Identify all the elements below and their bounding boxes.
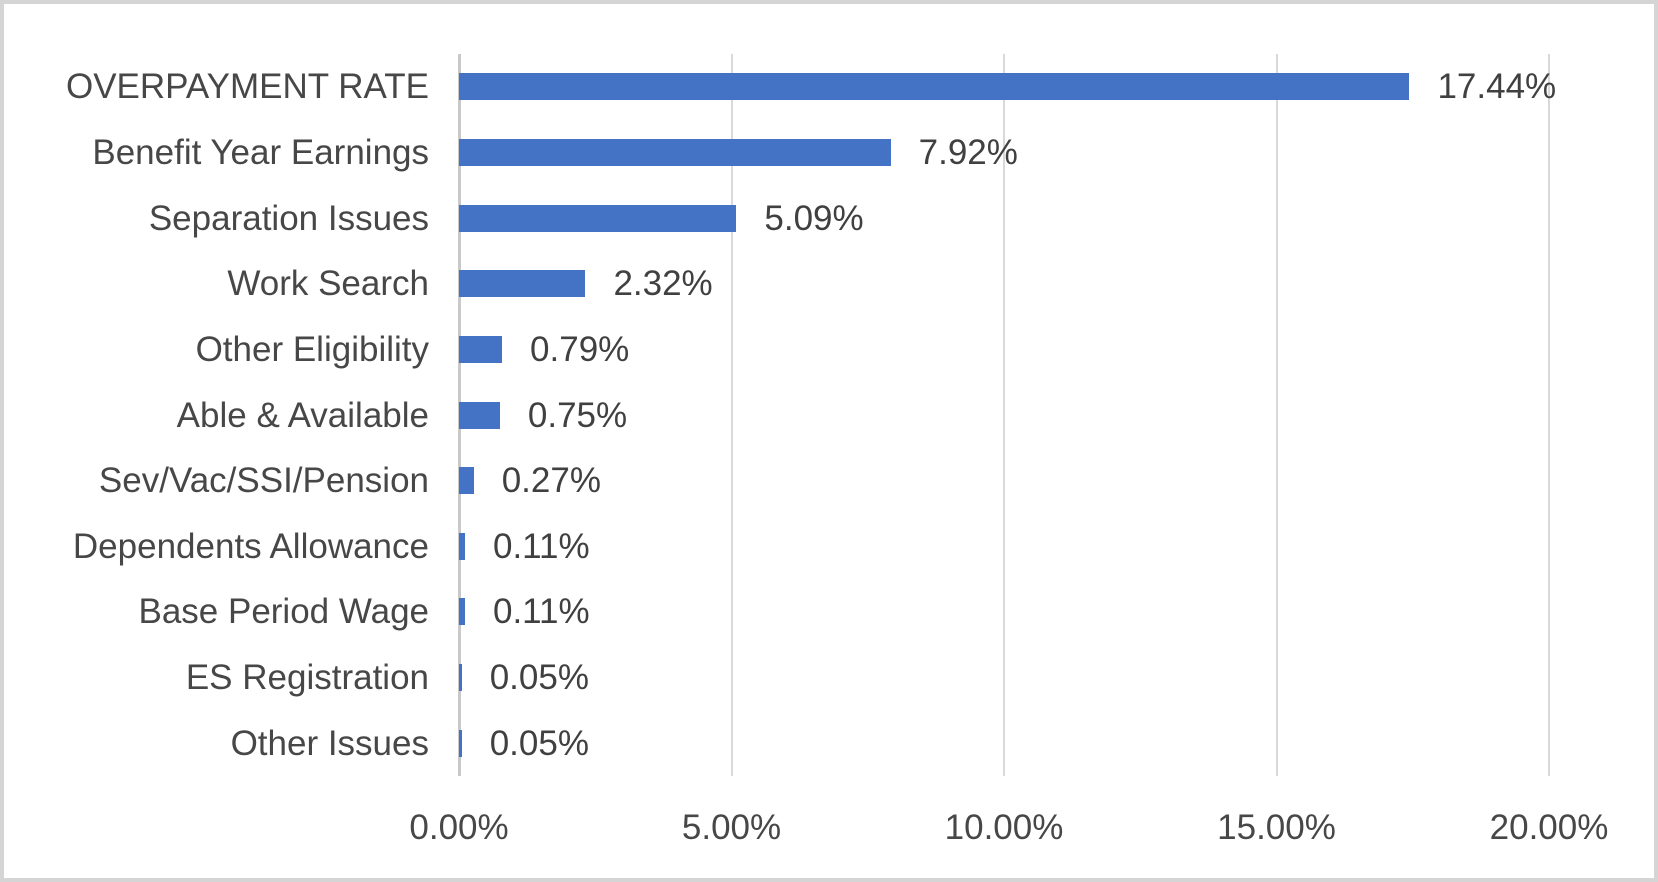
bar-zone: 5.09% [459, 185, 1654, 251]
bar-row: Work Search 2.32% [4, 251, 1654, 317]
category-label: Other Issues [230, 723, 429, 763]
value-label: 5.09% [764, 198, 864, 238]
gridline [1003, 54, 1005, 776]
gridline [1548, 54, 1550, 776]
bar-rows: OVERPAYMENT RATE 17.44% Benefit Year Ear… [4, 54, 1654, 776]
category-label: Dependents Allowance [72, 526, 429, 566]
category-label: ES Registration [185, 658, 429, 698]
value-label: 2.32% [613, 264, 713, 304]
bar-zone: 7.92% [459, 120, 1654, 186]
bar-row: ES Registration 0.05% [4, 645, 1654, 711]
bar-row: Base Period Wage 0.11% [4, 579, 1654, 645]
bar-zone: 0.79% [459, 317, 1654, 383]
value-label: 0.27% [501, 461, 601, 501]
bar-zone: 17.44% [459, 54, 1654, 120]
x-tick-label: 20.00% [1489, 808, 1609, 847]
value-label: 7.92% [918, 132, 1018, 172]
bar [459, 664, 462, 692]
value-label: 0.79% [530, 329, 630, 369]
value-label: 17.44% [1437, 67, 1557, 107]
bar-zone: 0.05% [459, 645, 1654, 711]
bar-row: Separation Issues 5.09% [4, 185, 1654, 251]
bar-zone: 0.11% [459, 513, 1654, 579]
category-label: Separation Issues [148, 198, 429, 238]
category-label: Able & Available [176, 395, 429, 435]
bar-zone: 0.05% [459, 710, 1654, 776]
x-tick-label: 10.00% [944, 808, 1064, 847]
category-label: Base Period Wage [138, 592, 429, 632]
bar [459, 138, 891, 166]
bar [459, 335, 503, 363]
bar-row: Sev/Vac/SSI/Pension 0.27% [4, 448, 1654, 514]
bar [459, 73, 1410, 101]
bar-row: Other Issues 0.05% [4, 710, 1654, 776]
bar [459, 729, 462, 757]
category-label: Work Search [227, 264, 429, 304]
bar [459, 467, 474, 495]
bar-zone: 0.27% [459, 448, 1654, 514]
category-label: Other Eligibility [195, 329, 429, 369]
value-label: 0.75% [527, 395, 628, 435]
x-tick-label: 15.00% [1217, 808, 1336, 847]
gridline [730, 54, 733, 776]
bar-row: Benefit Year Earnings 7.92% [4, 120, 1654, 186]
value-label: 0.05% [489, 658, 589, 698]
x-tick-label: 0.00% [409, 808, 509, 847]
bar [459, 270, 586, 298]
value-label: 0.05% [489, 723, 589, 763]
bar [459, 532, 465, 560]
bar-zone: 0.75% [459, 382, 1654, 448]
bar-row: OVERPAYMENT RATE 17.44% [4, 54, 1654, 120]
bar-row: Able & Available 0.75% [4, 382, 1654, 448]
bar [459, 401, 500, 429]
bar-zone: 0.11% [459, 579, 1654, 645]
category-label: OVERPAYMENT RATE [65, 67, 429, 107]
bar [459, 204, 737, 232]
value-label: 0.11% [492, 592, 590, 632]
bar-row: Other Eligibility 0.79% [4, 317, 1654, 383]
bar-zone: 2.32% [459, 251, 1654, 317]
bar-row: Dependents Allowance 0.11% [4, 513, 1654, 579]
category-label: Benefit Year Earnings [92, 132, 429, 172]
bar [459, 598, 465, 626]
gridline [1275, 54, 1278, 776]
x-tick-label: 5.00% [681, 808, 782, 847]
category-label: Sev/Vac/SSI/Pension [98, 461, 429, 501]
x-axis: 0.00% 5.00% 10.00% 15.00% 20.00% [4, 808, 1654, 854]
value-label: 0.11% [492, 526, 590, 566]
